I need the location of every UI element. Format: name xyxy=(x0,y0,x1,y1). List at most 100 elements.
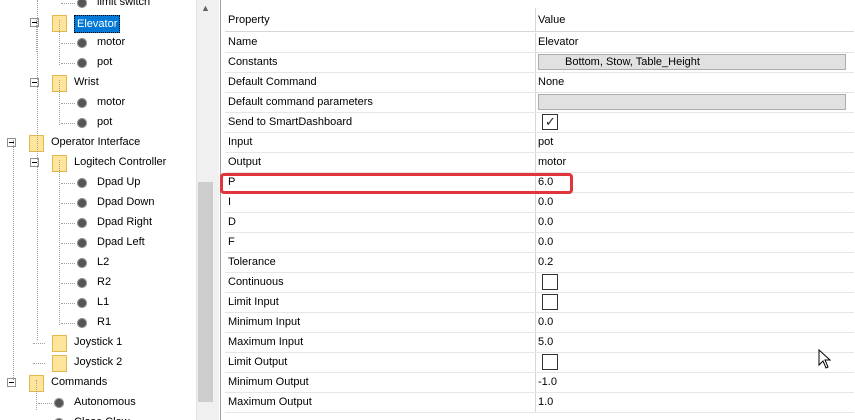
property-value[interactable]: Elevator xyxy=(538,36,579,48)
tree-item[interactable]: motor xyxy=(0,93,196,113)
gear-icon xyxy=(77,278,87,288)
property-name: Default command parameters xyxy=(225,93,536,112)
scrollbar-thumb[interactable] xyxy=(198,182,213,402)
property-name: Minimum Output xyxy=(225,373,536,392)
robot-tree[interactable]: limit switch Elevator motor pot Wrist motor po… xyxy=(0,0,196,420)
tree-item[interactable]: Commands xyxy=(0,373,196,393)
property-name: Tolerance xyxy=(225,253,536,272)
chevron-up-icon[interactable]: ▲ xyxy=(201,3,210,13)
property-row[interactable]: Send to SmartDashboard ✓ xyxy=(225,113,854,133)
property-row[interactable]: Default Command None xyxy=(225,73,854,93)
property-name: P xyxy=(225,173,536,192)
collapse-toggle-icon[interactable] xyxy=(7,138,16,147)
tree-item[interactable]: Dpad Down xyxy=(0,193,196,213)
property-value[interactable]: motor xyxy=(538,156,567,168)
property-checkbox[interactable]: ✓ xyxy=(542,114,558,130)
tree-item[interactable]: Elevator xyxy=(0,13,196,33)
property-value-checkbox-cell[interactable] xyxy=(537,273,854,292)
property-value[interactable]: 0.0 xyxy=(538,196,554,208)
collapse-toggle-icon[interactable] xyxy=(30,158,39,167)
property-value-box[interactable] xyxy=(538,94,846,110)
property-value[interactable]: 0.0 xyxy=(538,316,554,328)
property-row[interactable]: P 6.0 xyxy=(225,173,854,193)
tree-item-label: Commands xyxy=(51,376,108,388)
tree-item[interactable]: Dpad Right xyxy=(0,213,196,233)
property-row[interactable]: Tolerance 0.2 xyxy=(225,253,854,273)
tree-item-label: Wrist xyxy=(74,76,99,88)
tree-item[interactable]: limit switch xyxy=(0,0,196,13)
tree-item-label: L1 xyxy=(97,296,110,308)
property-row[interactable]: Output motor xyxy=(225,153,854,173)
property-value[interactable]: -1.0 xyxy=(538,376,557,388)
property-name: Name xyxy=(225,33,536,52)
tree-scrollbar[interactable]: ▲ xyxy=(196,0,214,420)
tree-item-label: Dpad Down xyxy=(97,196,155,208)
property-row[interactable]: Minimum Input 0.0 xyxy=(225,313,854,333)
tree-item[interactable]: Operator Interface xyxy=(0,133,196,153)
property-value[interactable]: 0.0 xyxy=(538,216,554,228)
gear-icon xyxy=(77,0,87,8)
tree-item[interactable]: motor xyxy=(0,33,196,53)
tree-item[interactable]: Joystick 2 xyxy=(0,353,196,373)
property-value-button[interactable] xyxy=(537,93,854,112)
tree-item[interactable]: Joystick 1 xyxy=(0,333,196,353)
property-checkbox[interactable] xyxy=(542,274,558,290)
property-row[interactable]: D 0.0 xyxy=(225,213,854,233)
header-property: Property xyxy=(225,8,536,32)
tree-connector xyxy=(61,263,75,264)
tree-item[interactable]: Autonomous xyxy=(0,393,196,413)
tree-connector xyxy=(61,183,75,184)
collapse-toggle-icon[interactable] xyxy=(30,78,39,87)
tree-item[interactable]: L1 xyxy=(0,293,196,313)
tree-guide-line xyxy=(36,380,37,410)
tree-item[interactable]: Close Claw xyxy=(0,413,196,420)
tree-item[interactable]: Logitech Controller xyxy=(0,153,196,173)
tree-connector xyxy=(38,403,52,404)
property-value-checkbox-cell[interactable] xyxy=(537,293,854,312)
property-row[interactable]: Continuous xyxy=(225,273,854,293)
pane-splitter[interactable] xyxy=(214,0,219,420)
property-value[interactable]: 6.0 xyxy=(538,176,554,188)
property-checkbox[interactable] xyxy=(542,294,558,310)
property-row[interactable]: Limit Output xyxy=(225,353,854,373)
tree-guide-line xyxy=(59,20,60,65)
property-name: Input xyxy=(225,133,536,152)
property-checkbox[interactable] xyxy=(542,354,558,370)
property-value-checkbox-cell[interactable] xyxy=(537,353,854,372)
property-value-checkbox-cell[interactable]: ✓ xyxy=(537,113,854,132)
tree-connector xyxy=(61,103,75,104)
property-row[interactable]: Maximum Output 1.0 xyxy=(225,393,854,413)
property-row[interactable]: Limit Input xyxy=(225,293,854,313)
property-row[interactable]: Input pot xyxy=(225,133,854,153)
property-row[interactable]: Minimum Output -1.0 xyxy=(225,373,854,393)
tree-item[interactable]: pot xyxy=(0,53,196,73)
property-name: Send to SmartDashboard xyxy=(225,113,536,132)
property-value-box[interactable]: Bottom, Stow, Table_Height xyxy=(538,54,846,70)
tree-item[interactable]: Wrist xyxy=(0,73,196,93)
property-row[interactable]: Maximum Input 5.0 xyxy=(225,333,854,353)
property-value[interactable]: 0.0 xyxy=(538,236,554,248)
property-value[interactable]: 5.0 xyxy=(538,336,554,348)
gear-icon xyxy=(54,418,64,420)
tree-item[interactable]: R1 xyxy=(0,313,196,333)
tree-item[interactable]: Dpad Up xyxy=(0,173,196,193)
property-row[interactable]: Name Elevator xyxy=(225,33,854,53)
tree-item[interactable]: R2 xyxy=(0,273,196,293)
property-row[interactable]: I 0.0 xyxy=(225,193,854,213)
property-row[interactable]: F 0.0 xyxy=(225,233,854,253)
tree-item-label: R2 xyxy=(97,276,112,288)
collapse-toggle-icon[interactable] xyxy=(30,18,39,27)
tree-item[interactable]: L2 xyxy=(0,253,196,273)
tree-item-label: motor xyxy=(97,96,126,108)
property-value[interactable]: 0.2 xyxy=(538,256,554,268)
collapse-toggle-icon[interactable] xyxy=(7,378,16,387)
tree-guide-line xyxy=(36,20,37,52)
property-row[interactable]: Constants Bottom, Stow, Table_Height xyxy=(225,53,854,73)
property-value[interactable]: pot xyxy=(538,136,554,148)
property-value[interactable]: None xyxy=(538,76,565,88)
tree-item[interactable]: Dpad Left xyxy=(0,233,196,253)
property-value-button[interactable]: Bottom, Stow, Table_Height xyxy=(537,53,854,72)
property-value[interactable]: 1.0 xyxy=(538,396,554,408)
property-row[interactable]: Default command parameters xyxy=(225,93,854,113)
tree-item[interactable]: pot xyxy=(0,113,196,133)
